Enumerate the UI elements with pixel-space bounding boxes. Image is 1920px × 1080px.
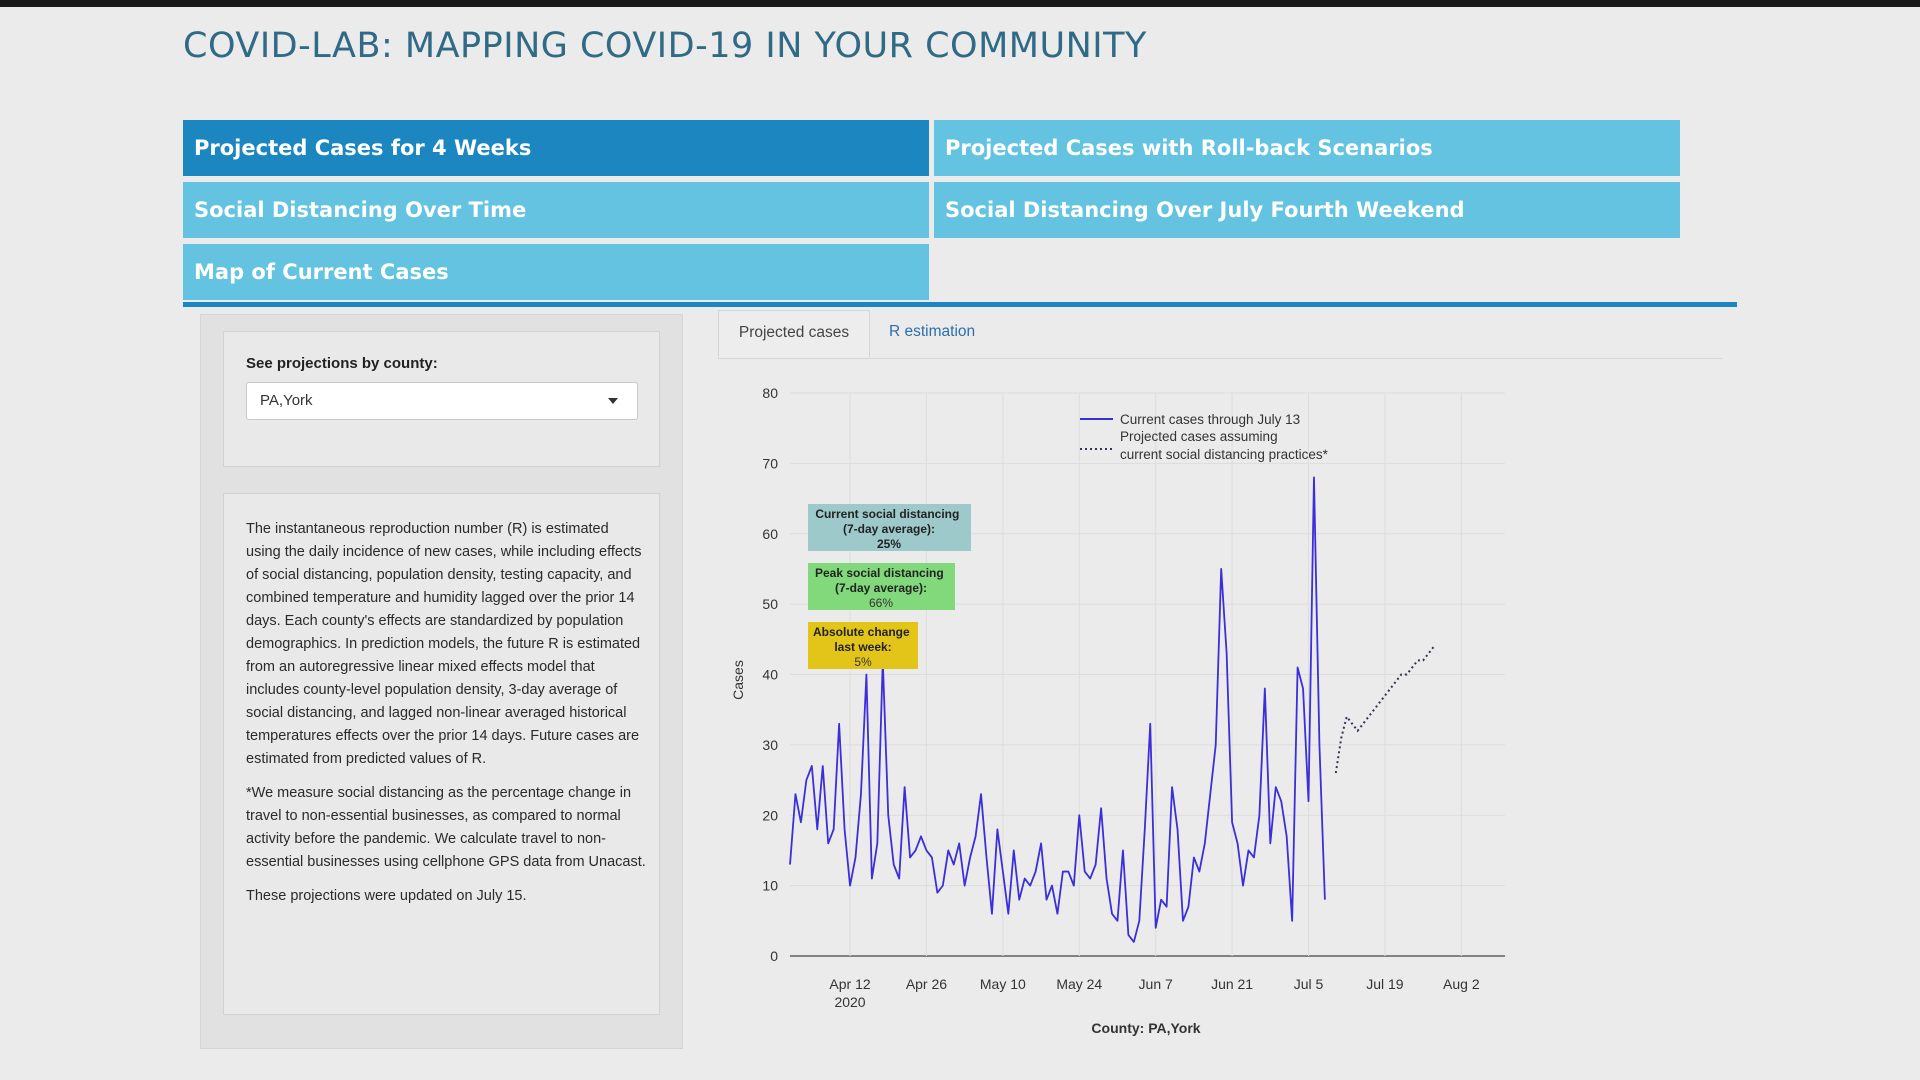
info-text: The instantaneous reproduction number (R… [246, 518, 646, 919]
annotation-current-distancing-title: Current social distancing (7-day average… [815, 507, 962, 536]
annotation-absolute-change-title: Absolute change last week: [813, 625, 913, 654]
info-panel: The instantaneous reproduction number (R… [223, 493, 660, 1015]
county-label: See projections by county: [246, 355, 438, 372]
y-tick-label: 40 [762, 667, 778, 683]
annotation-peak-distancing-value: 66% [869, 596, 893, 610]
x-tick-label: Jul 5 [1294, 976, 1324, 992]
nav-tabs: Projected Cases for 4 Weeks Projected Ca… [183, 120, 1680, 300]
tab-social-distancing-over-time[interactable]: Social Distancing Over Time [183, 182, 929, 238]
county-select-value: PA,York [260, 392, 313, 409]
y-tick-label: 0 [770, 948, 778, 964]
x-tick-label: Jul 19 [1366, 976, 1404, 992]
y-tick-label: 20 [762, 807, 778, 823]
y-tick-label: 80 [762, 385, 778, 401]
annotation-absolute-change-value: 5% [854, 655, 872, 669]
x-tick-sublabel: 2020 [834, 994, 865, 1010]
y-tick-label: 70 [762, 455, 778, 471]
annotation-peak-distancing [808, 563, 955, 610]
info-paragraph: These projections were updated on July 1… [246, 888, 527, 904]
chart-tabs: Projected cases R estimation [718, 310, 1722, 359]
y-tick-label: 30 [762, 737, 778, 753]
info-paragraph: The instantaneous reproduction number (R… [246, 521, 642, 767]
y-tick-label: 10 [762, 878, 778, 894]
chart-svg: 0 10 20 30 40 50 60 70 80 Apr 12 2020 Apr 26 May 10 M… [730, 385, 1505, 1036]
x-tick-label: Aug 2 [1443, 976, 1480, 992]
annotation-absolute-change [808, 622, 918, 669]
tab-projected-cases-rollback[interactable]: Projected Cases with Roll-back Scenarios [934, 120, 1680, 176]
sidebar: See projections by county: PA,York The i… [200, 314, 683, 1049]
info-paragraph: *We measure social distancing as the per… [246, 785, 646, 870]
x-tick-label: Jun 7 [1139, 976, 1173, 992]
tab-map-current-cases[interactable]: Map of Current Cases [183, 244, 929, 300]
annotation-current-distancing [808, 504, 971, 551]
series-line-current-cases [789, 476, 1326, 943]
x-tick-label: May 10 [980, 976, 1026, 992]
series-line-projected-cases [1334, 645, 1435, 774]
x-tick-label: Apr 26 [906, 976, 947, 992]
legend-label-projected: Projected cases assuming current social … [1120, 429, 1329, 462]
x-tick-label: Apr 12 [829, 976, 870, 992]
tab-projected-cases[interactable]: Projected cases [718, 310, 870, 358]
page-title: COVID-LAB: MAPPING COVID-19 IN YOUR COMM… [183, 26, 1147, 66]
x-tick-label: Jun 21 [1211, 976, 1253, 992]
tab-projected-cases-4-weeks[interactable]: Projected Cases for 4 Weeks [183, 120, 929, 176]
county-selector-panel: See projections by county: PA,York [223, 331, 660, 467]
nav-divider [183, 302, 1737, 307]
legend-label-current: Current cases through July 13 [1120, 412, 1300, 427]
tab-r-estimation[interactable]: R estimation [889, 323, 976, 340]
top-bar [0, 0, 1920, 7]
annotation-peak-distancing-title: Peak social distancing (7-day average): [815, 566, 947, 595]
x-axis-label: County: PA,York [1091, 1020, 1200, 1036]
y-axis-label: Cases [730, 660, 746, 700]
chart-annotations: Current social distancing (7-day average… [808, 504, 971, 669]
x-tick-label: May 24 [1056, 976, 1102, 992]
chart-legend: Current cases through July 13 Projected … [1080, 412, 1329, 462]
tab-social-distancing-july-fourth[interactable]: Social Distancing Over July Fourth Weeke… [934, 182, 1680, 238]
y-tick-label: 50 [762, 596, 778, 612]
county-select[interactable]: PA,York [246, 382, 638, 420]
y-tick-label: 60 [762, 526, 778, 542]
projected-cases-chart: 0 10 20 30 40 50 60 70 80 Apr 12 2020 Apr 26 May 10 M… [718, 370, 1722, 1050]
chevron-down-icon [608, 398, 618, 404]
annotation-current-distancing-value: 25% [877, 537, 901, 551]
